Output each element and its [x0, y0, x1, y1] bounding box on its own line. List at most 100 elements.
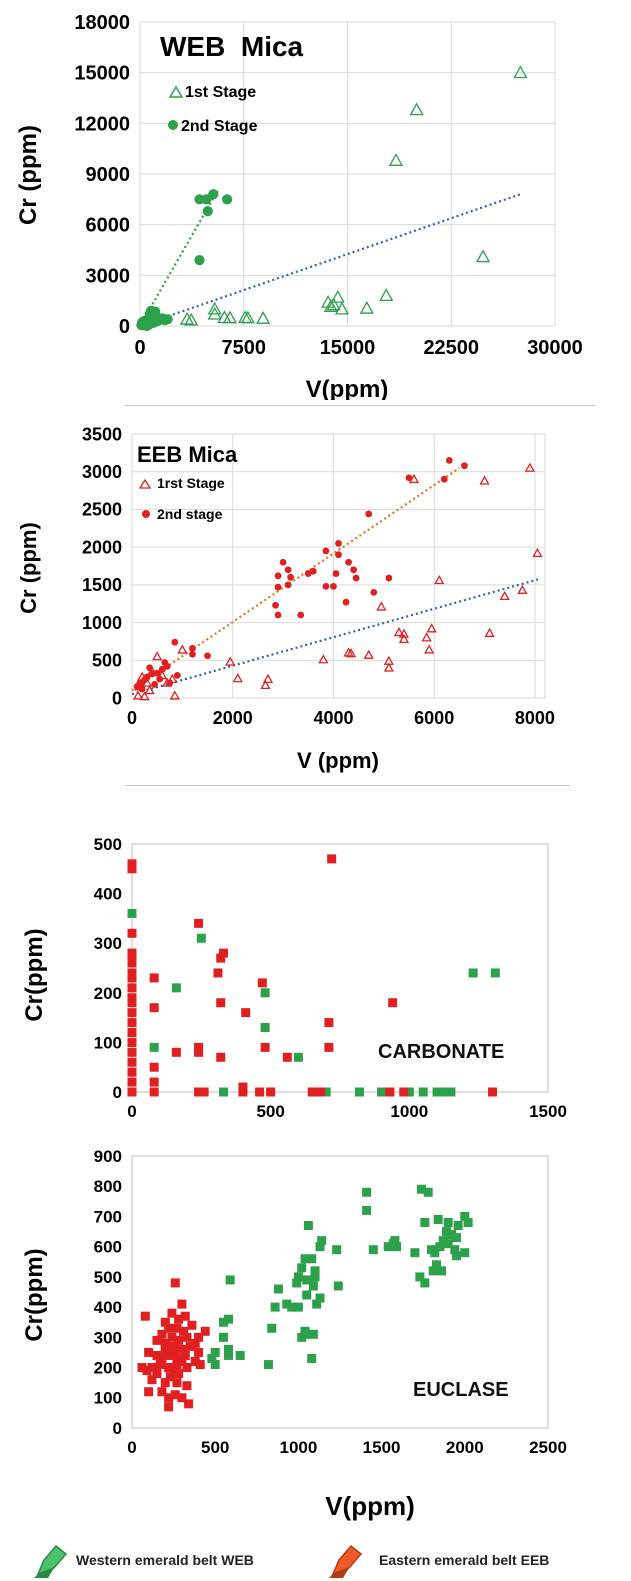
- data-point: [219, 948, 229, 958]
- series-1: [133, 457, 468, 693]
- data-point: [303, 1221, 313, 1231]
- x-tick-label: 0: [127, 1438, 136, 1457]
- y-tick-label: 200: [94, 984, 122, 1003]
- data-point: [315, 1242, 325, 1252]
- data-point: [345, 558, 352, 566]
- data-point: [334, 301, 350, 315]
- data-point: [204, 652, 211, 660]
- data-point: [438, 1236, 448, 1246]
- data-point: [417, 1184, 427, 1194]
- data-point: [377, 1087, 387, 1097]
- data-point: [421, 632, 432, 642]
- data-point: [376, 601, 387, 611]
- data-point: [189, 650, 196, 658]
- data-point: [194, 1042, 204, 1052]
- data-point: [127, 1067, 137, 1077]
- data-point: [127, 1018, 137, 1028]
- data-point: [260, 988, 270, 998]
- data-point: [152, 1369, 162, 1379]
- y-tick-label: 900: [94, 1147, 122, 1166]
- x-tick-label: 1500: [363, 1438, 401, 1457]
- data-point: [300, 1329, 310, 1339]
- plot-frame: [139, 21, 556, 327]
- data-point: [310, 1266, 320, 1276]
- data-point: [370, 589, 378, 596]
- data-point: [149, 1003, 159, 1013]
- y-tick-label: 500: [94, 1268, 122, 1287]
- legend-item-web: Western emerald belt WEB: [30, 1540, 254, 1580]
- data-point: [127, 953, 137, 963]
- series-1: [136, 189, 233, 332]
- data-point: [460, 1211, 470, 1221]
- red-highlighter-icon: [329, 1544, 363, 1578]
- data-point: [307, 1254, 317, 1264]
- data-point: [152, 651, 163, 661]
- data-point: [388, 153, 404, 166]
- data-point: [172, 1360, 182, 1370]
- data-point: [160, 1338, 170, 1348]
- euclase-annotation: EUCLASE: [413, 1379, 509, 1401]
- plot-frame: [131, 1155, 549, 1429]
- x-tick-label: 1000: [279, 1438, 317, 1457]
- plot-area: 0 100 200 300 400 500 0 500 1000 1500: [94, 835, 567, 1121]
- data-point: [152, 1350, 162, 1360]
- data-point: [200, 1326, 210, 1336]
- plot-area: 0 3000 6000 9000 12000 15000 18000 0 7500 15000 22…: [74, 12, 582, 359]
- data-point: [140, 1311, 150, 1321]
- data-point: [224, 1314, 234, 1324]
- data-point: [362, 1205, 372, 1215]
- data-point: [163, 662, 171, 670]
- data-point: [430, 1248, 440, 1258]
- data-point: [160, 1317, 170, 1327]
- data-point: [321, 1087, 331, 1097]
- data-point: [410, 1248, 420, 1258]
- data-point: [461, 462, 468, 470]
- data-point: [326, 297, 341, 311]
- data-point: [139, 691, 150, 701]
- data-point: [274, 611, 282, 619]
- data-point: [146, 664, 154, 672]
- data-point: [238, 1087, 248, 1097]
- data-point: [272, 601, 279, 609]
- data-point: [127, 958, 137, 968]
- data-point: [379, 288, 394, 302]
- data-point: [177, 1357, 187, 1367]
- data-point: [216, 1052, 226, 1062]
- data-point: [318, 654, 329, 664]
- data-point: [184, 312, 199, 326]
- data-point: [415, 1272, 425, 1282]
- data-point: [255, 1087, 265, 1097]
- data-point: [210, 1347, 220, 1357]
- data-point: [317, 1236, 327, 1246]
- x-tick-label: 0: [127, 1102, 136, 1121]
- data-point: [274, 583, 282, 591]
- series-0: [132, 462, 543, 701]
- y-axis-label: Cr(ppm): [21, 1248, 48, 1341]
- y-tick-label: 600: [94, 1238, 122, 1257]
- data-point: [445, 457, 453, 464]
- data-point: [350, 566, 358, 574]
- data-point: [332, 570, 340, 577]
- data-point: [270, 1302, 280, 1312]
- data-point: [194, 1332, 204, 1342]
- x-tick-label: 6000: [414, 708, 454, 728]
- data-point: [362, 1187, 372, 1197]
- y-tick-label: 15000: [74, 63, 130, 85]
- data-point: [144, 1387, 154, 1397]
- y-tick-label: 500: [94, 835, 122, 854]
- data-point: [308, 1281, 318, 1291]
- data-point: [434, 574, 445, 585]
- data-point: [172, 1353, 182, 1363]
- data-point: [418, 1087, 428, 1097]
- data-point: [399, 1087, 409, 1097]
- data-point: [310, 1272, 320, 1282]
- data-point: [335, 551, 342, 559]
- data-point: [142, 1366, 152, 1376]
- data-point: [160, 1378, 170, 1388]
- data-point: [174, 1335, 184, 1345]
- data-point: [293, 1052, 303, 1062]
- data-point: [149, 1062, 159, 1072]
- data-point: [194, 255, 205, 266]
- legend-label-2nd-stage: 2nd Stage: [181, 118, 258, 135]
- data-point: [167, 1308, 177, 1318]
